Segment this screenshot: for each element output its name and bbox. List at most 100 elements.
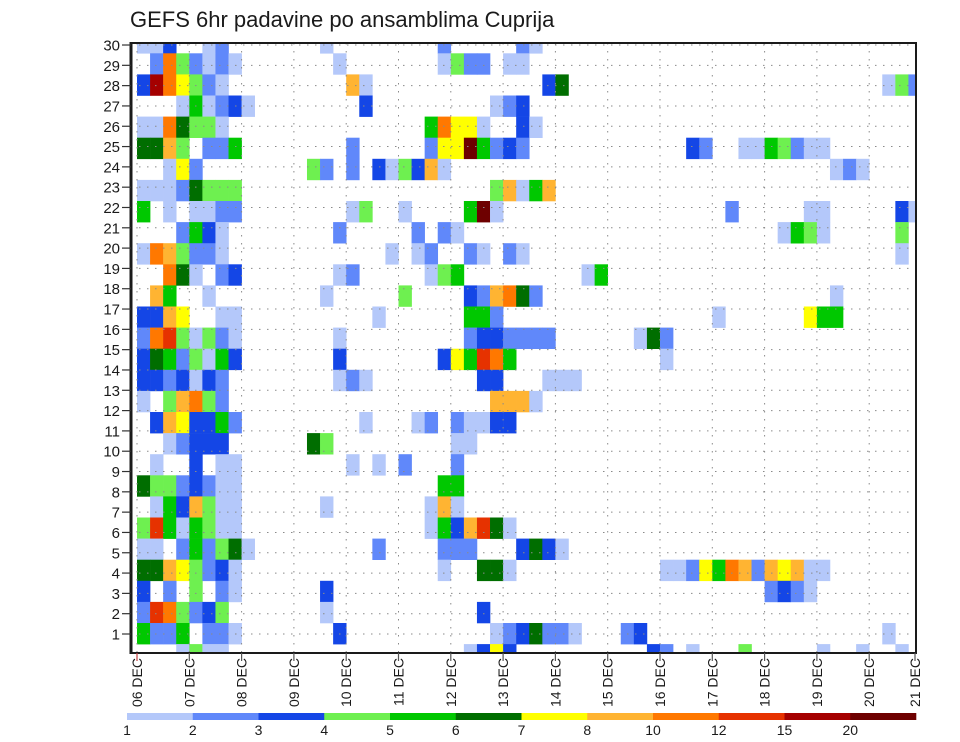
heatmap-cell [150, 243, 164, 265]
heatmap-cell [228, 179, 242, 202]
heatmap-cell [516, 95, 530, 117]
heatmap-cell [816, 644, 831, 653]
heatmap-cell [764, 559, 778, 582]
heatmap-cell [163, 243, 177, 265]
heatmap-cell [346, 74, 360, 96]
heatmap-cell [829, 285, 844, 307]
heatmap-cell [816, 306, 831, 328]
heatmap-cell [137, 390, 151, 413]
heatmap-cell [738, 644, 752, 653]
heatmap-cell [137, 517, 151, 539]
heatmap-cell [843, 158, 857, 181]
heatmap-cell [437, 43, 452, 54]
legend-label: 1 [123, 722, 131, 738]
heatmap-cell [385, 243, 399, 265]
heatmap-cell [189, 53, 203, 75]
legend-swatch [521, 713, 588, 720]
heatmap-cell [895, 222, 909, 244]
heatmap-cell [189, 158, 203, 181]
heatmap-cells [137, 43, 916, 653]
heatmap-cell [529, 43, 543, 54]
heatmap-cell [137, 623, 151, 645]
heatmap-cell [215, 348, 229, 371]
heatmap-cell [503, 517, 517, 539]
heatmap-cell [215, 74, 229, 96]
heatmap-cell [176, 95, 190, 117]
heatmap-cell [450, 496, 465, 518]
y-tick-label: 5 [112, 545, 120, 562]
heatmap-cell [803, 580, 818, 603]
heatmap-cell [150, 412, 164, 434]
heatmap-cell [150, 74, 164, 96]
heatmap-cell [398, 201, 412, 223]
heatmap-cell [463, 517, 478, 539]
heatmap-cell [476, 644, 491, 653]
heatmap-cell [529, 623, 543, 645]
heatmap-cell [463, 137, 478, 160]
x-tick-label: 09 DEC [286, 658, 302, 707]
heatmap-cell [437, 475, 452, 497]
heatmap-cell [450, 517, 465, 539]
heatmap-cell [450, 454, 465, 476]
heatmap-cell [646, 327, 661, 349]
heatmap-cell [163, 327, 177, 349]
heatmap-cell [490, 369, 504, 392]
heatmap-cell [490, 285, 504, 307]
heatmap-cell [529, 179, 543, 202]
heatmap-cell [202, 137, 216, 160]
heatmap-cell [673, 559, 687, 582]
legend-swatch [324, 713, 391, 720]
y-tick-label: 11 [104, 423, 120, 440]
heatmap-cell [503, 137, 517, 160]
heatmap-cell [176, 179, 190, 202]
heatmap-cell [176, 517, 190, 539]
heatmap-cell [790, 222, 805, 244]
heatmap-cell [163, 53, 177, 75]
heatmap-cell [346, 201, 360, 223]
x-tick-label: 08 DEC [234, 658, 250, 707]
heatmap-cell [463, 306, 478, 328]
legend-label: 6 [452, 722, 460, 738]
heatmap-cell [320, 158, 334, 181]
heatmap-cell [764, 137, 778, 160]
heatmap-cell [516, 327, 530, 349]
heatmap-cell [320, 580, 334, 603]
heatmap-cell [163, 179, 177, 202]
heatmap-cell [790, 137, 805, 160]
heatmap-cell [803, 137, 818, 160]
heatmap-cell [803, 306, 818, 328]
heatmap-cell [228, 475, 242, 497]
heatmap-cell [202, 644, 216, 653]
heatmap-cell [490, 412, 504, 434]
heatmap-cell [202, 222, 216, 244]
heatmap-cell [503, 53, 517, 75]
heatmap-cell [542, 74, 556, 96]
heatmap-cell [359, 95, 373, 117]
heatmap-cell [241, 95, 255, 117]
heatmap-cell [202, 327, 216, 349]
heatmap-cell [189, 644, 203, 653]
heatmap-cell [202, 623, 216, 645]
legend-swatch [850, 713, 917, 720]
heatmap-cell [476, 601, 491, 624]
heatmap-cell [176, 306, 190, 328]
heatmap-cell [490, 644, 504, 653]
heatmap-cell [176, 601, 190, 624]
heatmap-cell [333, 222, 347, 244]
heatmap-cell [176, 327, 190, 349]
heatmap-cell [437, 264, 452, 286]
heatmap-cell [176, 158, 190, 181]
heatmap-cell [490, 517, 504, 539]
heatmap-cell [450, 116, 465, 138]
heatmap-cell [908, 201, 916, 223]
y-tick-label: 28 [103, 78, 120, 95]
heatmap-cell [137, 538, 151, 560]
heatmap-cell [398, 454, 412, 476]
legend-label: 3 [255, 722, 263, 738]
heatmap-cell [359, 74, 373, 96]
heatmap-cell [163, 201, 177, 223]
heatmap-cell [660, 327, 674, 349]
y-tick-label: 9 [112, 464, 120, 481]
heatmap-cell [777, 559, 792, 582]
heatmap-cell [424, 137, 439, 160]
